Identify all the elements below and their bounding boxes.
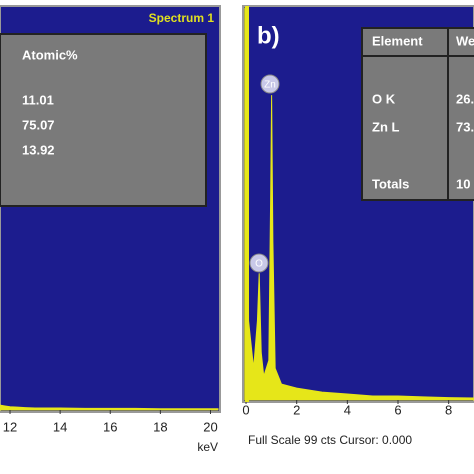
table-cell: 10 bbox=[456, 176, 470, 191]
x-tick-label: 6 bbox=[394, 402, 401, 417]
peak-marker bbox=[249, 253, 269, 273]
footer: Full Scale 99 cts Cursor: 0.000 bbox=[248, 433, 412, 447]
panel-label: b) bbox=[257, 22, 280, 49]
table-cell: 75.07 bbox=[22, 117, 55, 132]
table-box bbox=[361, 27, 474, 201]
peak-marker bbox=[260, 74, 280, 94]
x-tick-label: 0 bbox=[242, 402, 249, 417]
yellow-edge bbox=[245, 6, 249, 402]
spectrum-label: Spectrum 1 bbox=[149, 11, 215, 25]
table-cell: Totals bbox=[372, 176, 409, 191]
x-tick-label: 2 bbox=[293, 402, 300, 417]
table-header: Atomic% bbox=[22, 47, 78, 62]
spectrum bbox=[244, 7, 474, 401]
table-cell: 26. bbox=[456, 91, 474, 106]
peak-label: Zn bbox=[264, 80, 276, 91]
table-cell: 11.01 bbox=[22, 92, 54, 107]
x-tick-label: 12 bbox=[3, 419, 17, 434]
x-tick-label: 18 bbox=[153, 419, 167, 434]
x-tick-label: 14 bbox=[53, 419, 67, 434]
x-axis-label: keV bbox=[197, 440, 218, 454]
spectrum bbox=[0, 404, 219, 411]
table-cell: Zn L bbox=[372, 119, 399, 134]
table-cell: 73. bbox=[456, 119, 474, 134]
table-header: Element bbox=[372, 33, 423, 48]
x-tick-label: 16 bbox=[103, 419, 117, 434]
table-cell: 13.92 bbox=[22, 142, 55, 157]
x-tick-label: 8 bbox=[445, 402, 452, 417]
table-box bbox=[0, 33, 207, 207]
x-tick-label: 20 bbox=[203, 419, 217, 434]
table-cell: O K bbox=[372, 91, 396, 106]
x-tick-label: 4 bbox=[344, 402, 351, 417]
peak-label: O bbox=[255, 259, 263, 270]
table-header: We bbox=[456, 33, 474, 48]
